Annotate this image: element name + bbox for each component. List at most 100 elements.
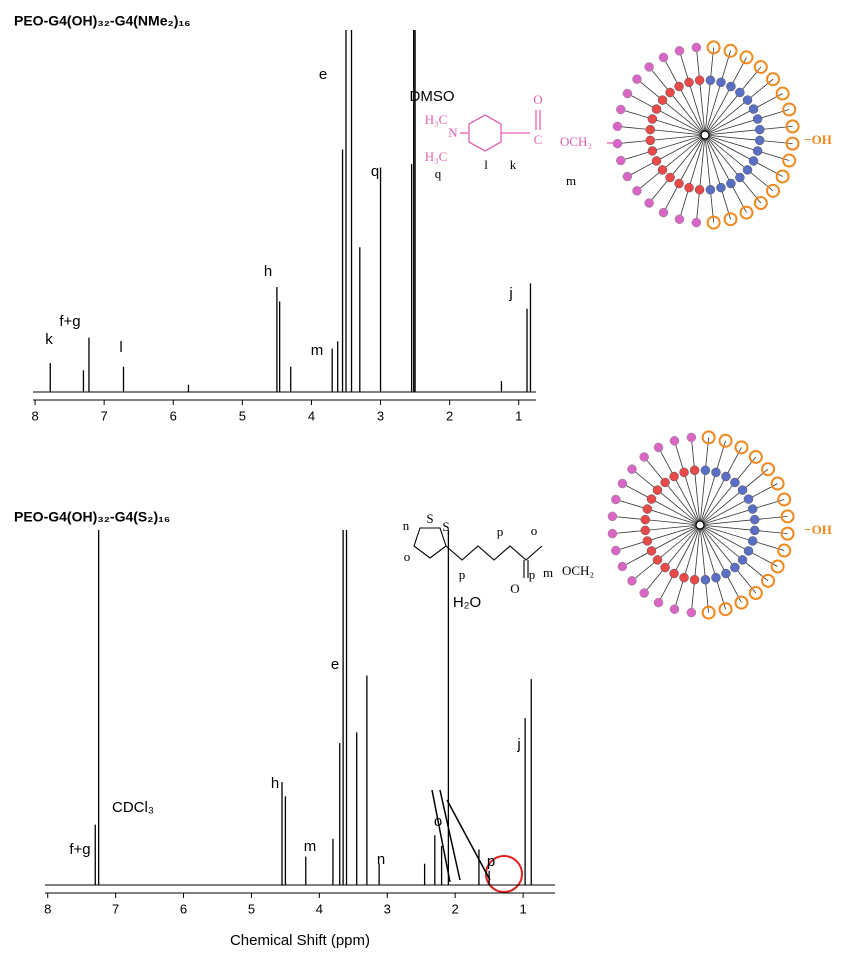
inner-bead: [657, 165, 668, 175]
branch: [631, 524, 701, 582]
outer-bead: [612, 121, 623, 132]
branch: [704, 134, 774, 192]
structure-label: n: [403, 518, 410, 533]
branch: [674, 440, 701, 526]
branch: [627, 93, 706, 136]
inner-bead: [749, 525, 760, 536]
branch: [699, 524, 726, 610]
dendrimer: [612, 40, 800, 230]
inner-bead: [735, 172, 745, 183]
core: [695, 520, 705, 530]
peak-label: p: [487, 853, 495, 870]
outer-bead: [669, 604, 680, 614]
branch: [695, 47, 706, 136]
branch: [636, 78, 706, 136]
outer-bead: [770, 559, 785, 574]
peak-label: n: [377, 851, 385, 868]
branch: [704, 134, 715, 223]
outer-bead: [653, 442, 664, 453]
peak-label: j: [516, 736, 520, 753]
inner-bead: [651, 156, 662, 166]
inner-bead: [705, 75, 716, 86]
branch: [704, 50, 731, 136]
structure-label: N: [448, 125, 458, 140]
inner-bead: [742, 165, 753, 175]
outer-bead: [780, 526, 795, 541]
branch: [699, 515, 788, 526]
arrow: [439, 789, 461, 881]
inner-bead: [694, 75, 705, 86]
inner-bead: [716, 182, 726, 193]
inner-bead: [743, 546, 754, 556]
outer-bead: [766, 72, 781, 87]
branch: [699, 524, 757, 594]
outer-bead: [706, 40, 721, 55]
outer-bead: [611, 494, 621, 505]
inner-bead: [752, 114, 763, 124]
branch: [704, 134, 731, 220]
outer-bead: [612, 138, 623, 149]
structure-label: −OH: [804, 132, 832, 147]
x-tick-label: 2: [452, 901, 459, 916]
outer-bead: [723, 43, 738, 58]
structure-label: OCH₂: [560, 134, 592, 149]
inner-bead: [652, 485, 663, 495]
branch: [627, 134, 706, 177]
inner-bead: [660, 562, 670, 573]
outer-bead: [691, 42, 702, 53]
arrow: [446, 799, 491, 881]
inner-bead: [737, 485, 748, 495]
branch: [622, 483, 701, 526]
branch: [617, 125, 706, 136]
branch: [622, 524, 701, 567]
peak-label: m: [311, 342, 324, 359]
outer-bead: [607, 528, 618, 539]
structure-label: −OH: [804, 522, 832, 537]
structure-label: p: [529, 567, 536, 582]
branch: [658, 447, 701, 526]
inner-bead: [705, 184, 716, 195]
x-tick-label: 1: [519, 901, 526, 916]
peak-label: q: [371, 163, 379, 180]
inner-bead: [642, 536, 653, 546]
branch: [704, 78, 774, 136]
branch: [699, 437, 710, 526]
branch: [699, 524, 742, 603]
outer-bead: [632, 74, 642, 84]
branch: [631, 468, 701, 526]
outer-bead: [739, 205, 754, 220]
branch: [699, 524, 769, 582]
branch: [704, 57, 747, 136]
branch: [663, 134, 706, 213]
chain: [445, 545, 543, 561]
branch: [704, 47, 715, 136]
structure-label: C: [534, 132, 543, 147]
inner-bead: [665, 87, 675, 98]
x-tick-label: 5: [239, 408, 246, 423]
x-tick-label: 2: [446, 408, 453, 423]
outer-bead: [639, 452, 649, 462]
panel-title: PEO-G4(OH)₃₂-G4(S₂)₁₆: [14, 509, 170, 525]
inner-bead: [748, 156, 759, 166]
inner-bead: [689, 465, 700, 476]
inner-bead: [726, 81, 736, 92]
inner-bead: [646, 546, 657, 556]
structure-label: q: [435, 166, 442, 181]
inner-bead: [665, 172, 675, 183]
outer-bead: [686, 432, 697, 443]
inner-bead: [674, 178, 684, 189]
peak-label: e: [319, 66, 327, 83]
outer-bead: [782, 153, 797, 168]
branch: [704, 134, 793, 145]
x-tick-label: 5: [248, 901, 255, 916]
inner-bead: [694, 184, 705, 195]
branch: [699, 468, 769, 526]
outer-bead: [644, 198, 654, 208]
branch: [617, 134, 706, 145]
structure-label: l: [484, 157, 488, 172]
inner-bead: [647, 146, 658, 156]
outer-bead: [706, 215, 721, 230]
branch: [615, 524, 701, 551]
outer-bead: [780, 509, 795, 524]
